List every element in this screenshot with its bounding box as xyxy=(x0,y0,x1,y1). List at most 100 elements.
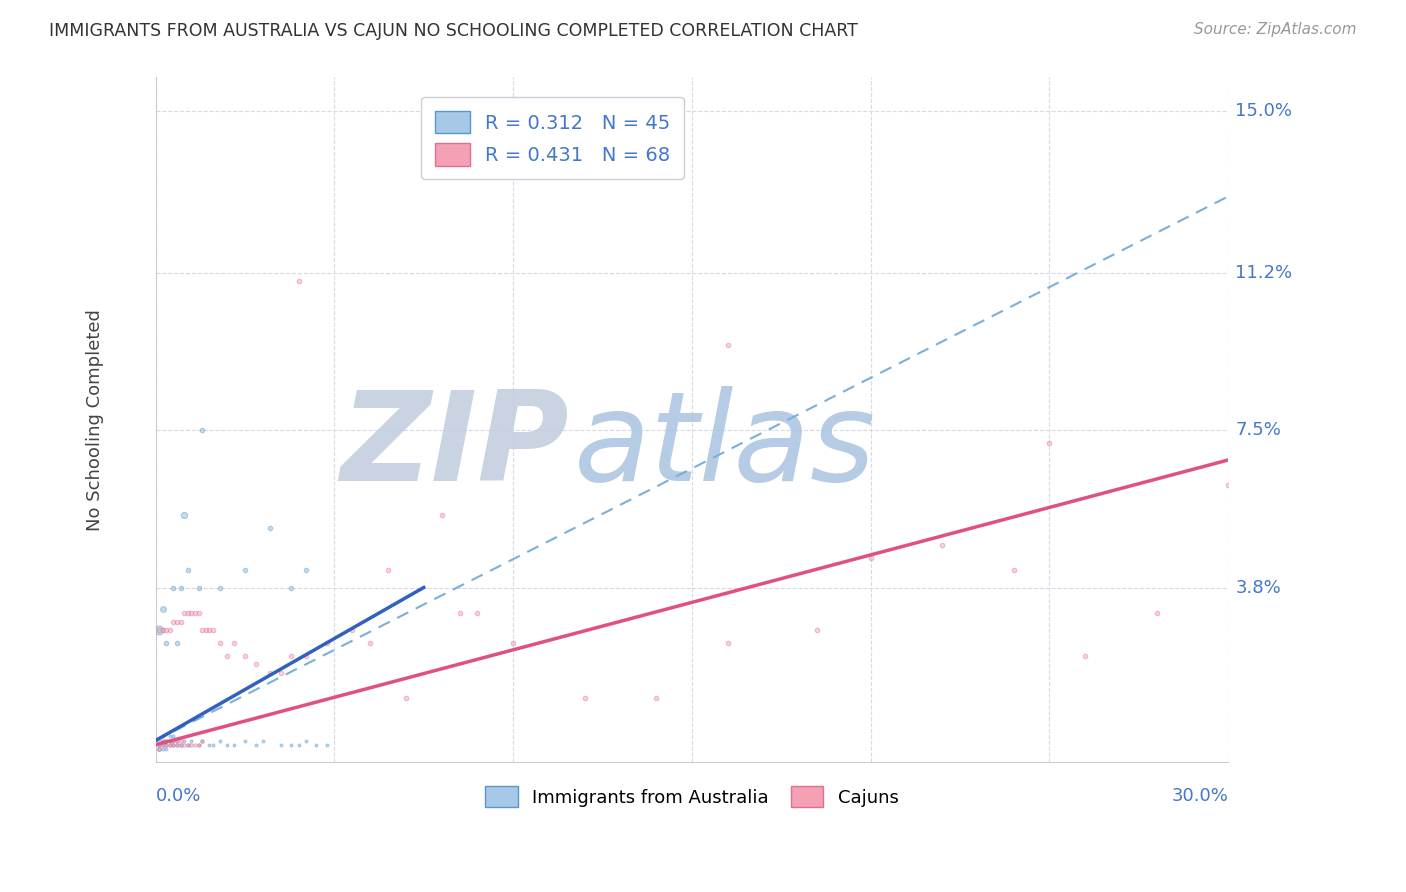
Point xyxy=(152,623,174,637)
Text: 7.5%: 7.5% xyxy=(1236,421,1281,439)
Text: 3.8%: 3.8% xyxy=(1236,579,1281,597)
Point xyxy=(169,738,191,752)
Point xyxy=(152,729,174,743)
Point xyxy=(177,738,200,752)
Point xyxy=(717,338,740,352)
Point xyxy=(148,738,170,752)
Point xyxy=(377,564,399,578)
Point xyxy=(162,581,184,595)
Point xyxy=(159,733,181,747)
Text: 0.0%: 0.0% xyxy=(156,788,201,805)
Point xyxy=(208,581,231,595)
Point xyxy=(180,738,202,752)
Point xyxy=(287,738,309,752)
Point xyxy=(645,691,668,706)
Point xyxy=(233,733,256,747)
Point xyxy=(245,657,267,671)
Point xyxy=(184,606,207,620)
Point xyxy=(187,738,209,752)
Point xyxy=(180,733,202,747)
Point xyxy=(201,623,224,637)
Text: atlas: atlas xyxy=(574,386,876,508)
Point xyxy=(259,521,281,535)
Text: 30.0%: 30.0% xyxy=(1171,788,1229,805)
Point xyxy=(717,636,740,650)
Text: Source: ZipAtlas.com: Source: ZipAtlas.com xyxy=(1194,22,1357,37)
Point xyxy=(270,738,292,752)
Point xyxy=(184,738,207,752)
Point xyxy=(159,738,181,752)
Point xyxy=(177,738,200,752)
Point xyxy=(148,742,170,756)
Point xyxy=(162,615,184,629)
Point xyxy=(148,738,170,752)
Point xyxy=(1074,648,1097,663)
Point xyxy=(159,738,181,752)
Point xyxy=(245,738,267,752)
Point xyxy=(159,729,181,743)
Point xyxy=(162,738,184,752)
Point xyxy=(169,581,191,595)
Point xyxy=(148,733,170,747)
Point xyxy=(191,623,214,637)
Text: IMMIGRANTS FROM AUSTRALIA VS CAJUN NO SCHOOLING COMPLETED CORRELATION CHART: IMMIGRANTS FROM AUSTRALIA VS CAJUN NO SC… xyxy=(49,22,858,40)
Point xyxy=(162,729,184,743)
Point xyxy=(152,733,174,747)
Point xyxy=(217,648,239,663)
Point xyxy=(198,623,221,637)
Point xyxy=(467,606,489,620)
Point xyxy=(280,738,302,752)
Point xyxy=(294,733,316,747)
Point xyxy=(574,691,596,706)
Point xyxy=(162,738,184,752)
Point xyxy=(316,738,339,752)
Point xyxy=(177,564,200,578)
Point xyxy=(155,738,177,752)
Point xyxy=(166,636,188,650)
Point xyxy=(198,738,221,752)
Point xyxy=(316,636,339,650)
Point xyxy=(430,508,453,523)
Point xyxy=(280,581,302,595)
Point xyxy=(148,623,170,637)
Point xyxy=(166,738,188,752)
Point xyxy=(931,538,953,552)
Point xyxy=(201,738,224,752)
Point xyxy=(155,738,177,752)
Point xyxy=(1038,436,1060,450)
Point xyxy=(342,623,364,637)
Point xyxy=(166,738,188,752)
Point xyxy=(166,733,188,747)
Point xyxy=(155,623,177,637)
Text: 11.2%: 11.2% xyxy=(1236,264,1292,282)
Point xyxy=(191,733,214,747)
Point xyxy=(224,636,246,650)
Point xyxy=(270,665,292,680)
Point xyxy=(148,623,170,637)
Point xyxy=(169,733,191,747)
Point xyxy=(224,738,246,752)
Point xyxy=(152,738,174,752)
Point xyxy=(152,738,174,752)
Text: ZIP: ZIP xyxy=(340,386,568,508)
Point xyxy=(294,648,316,663)
Point xyxy=(233,648,256,663)
Point xyxy=(359,636,381,650)
Point xyxy=(187,606,209,620)
Point xyxy=(152,742,174,756)
Point xyxy=(155,636,177,650)
Point xyxy=(395,691,418,706)
Point xyxy=(152,601,174,615)
Point xyxy=(1146,606,1168,620)
Point xyxy=(166,733,188,747)
Point xyxy=(233,564,256,578)
Point xyxy=(173,733,195,747)
Point xyxy=(180,606,202,620)
Point xyxy=(502,636,524,650)
Point xyxy=(287,275,309,289)
Point xyxy=(166,615,188,629)
Legend: Immigrants from Australia, Cajuns: Immigrants from Australia, Cajuns xyxy=(478,779,905,814)
Point xyxy=(155,733,177,747)
Point xyxy=(159,623,181,637)
Point xyxy=(191,423,214,437)
